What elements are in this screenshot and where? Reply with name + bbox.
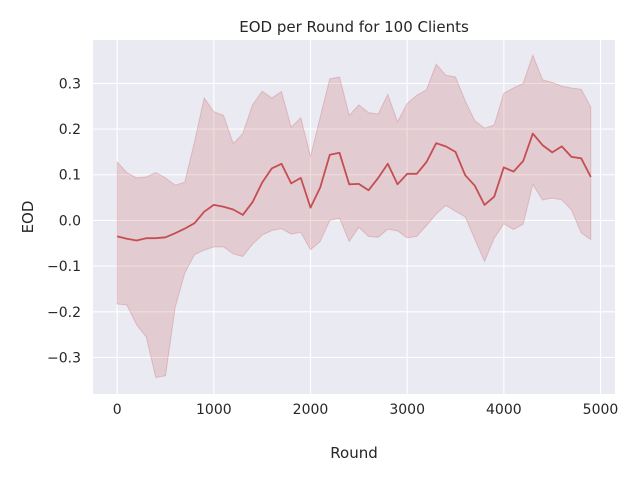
y-tick-label: 0.0: [59, 213, 81, 229]
y-tick-label: −0.2: [47, 305, 81, 321]
y-tick-label: 0.2: [59, 122, 81, 138]
x-tick-label: 0: [113, 402, 122, 418]
y-tick-label: −0.1: [47, 259, 81, 275]
y-tick-label: 0.3: [59, 76, 81, 92]
x-tick-label: 4000: [486, 402, 522, 418]
confidence-band: [116, 53, 592, 379]
y-tick-label: 0.1: [59, 168, 81, 184]
x-tick-label: 1000: [196, 402, 232, 418]
y-axis-label: EOD: [19, 201, 37, 234]
x-tick-label: 2000: [293, 402, 329, 418]
series-line: [116, 132, 592, 242]
chart-title: EOD per Round for 100 Clients: [239, 18, 469, 36]
grid: [93, 40, 615, 394]
confidence-band-layer: [116, 53, 592, 379]
x-axis-label: Round: [330, 444, 377, 462]
y-tick-label: −0.3: [47, 350, 81, 366]
x-tick-label: 5000: [583, 402, 619, 418]
y-axis-ticks: −0.3 −0.2 −0.1 0.0 0.1 0.2 0.3: [47, 76, 81, 366]
series-line-layer: [116, 132, 592, 242]
plot-area: [93, 40, 615, 394]
x-tick-label: 3000: [389, 402, 425, 418]
x-axis-ticks: 0 1000 2000 3000 4000 5000: [113, 402, 619, 418]
